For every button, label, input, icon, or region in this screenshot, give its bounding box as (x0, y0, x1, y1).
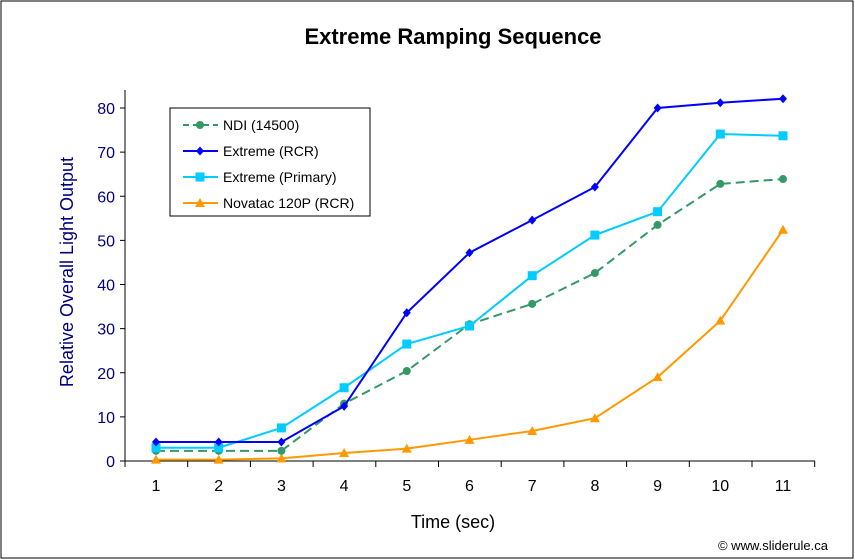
chart-title: Extreme Ramping Sequence (304, 24, 601, 49)
data-point (465, 248, 474, 258)
data-point (339, 383, 349, 393)
footer-credit: © www.sliderule.ca (718, 538, 829, 553)
data-point (653, 220, 662, 229)
data-point (589, 413, 600, 423)
series-3 (151, 224, 788, 464)
data-point (151, 454, 161, 464)
x-tick-label: 1 (152, 478, 161, 495)
data-point (779, 175, 787, 184)
data-point (778, 131, 788, 141)
legend-label: Extreme (RCR) (223, 143, 319, 159)
data-point (402, 308, 411, 318)
data-point (715, 315, 726, 325)
y-tick-label: 80 (97, 101, 115, 118)
y-axis-label: Relative Overall Light Output (57, 157, 77, 387)
x-tick-label: 8 (590, 478, 599, 495)
data-point (151, 443, 161, 453)
legend-label: NDI (14500) (223, 117, 299, 133)
data-point (527, 271, 537, 281)
data-point (213, 454, 224, 464)
x-tick-label: 10 (711, 478, 729, 495)
data-point (779, 94, 787, 104)
data-point (277, 446, 286, 455)
data-point (652, 372, 663, 382)
data-point (716, 179, 725, 188)
legend-label: Extreme (Primary) (223, 169, 337, 185)
data-point (716, 98, 725, 108)
data-point (276, 423, 286, 433)
data-point (214, 443, 224, 453)
y-tick-label: 60 (97, 189, 115, 206)
data-point (715, 129, 725, 139)
x-tick-label: 4 (340, 478, 349, 495)
y-tick-label: 20 (97, 366, 115, 383)
y-tick-label: 70 (97, 145, 115, 162)
data-point (214, 437, 223, 447)
y-tick-label: 0 (106, 454, 115, 471)
data-point (401, 443, 412, 453)
x-tick-label: 7 (528, 478, 537, 495)
data-point (339, 448, 350, 458)
data-point (464, 434, 475, 444)
data-point (152, 437, 160, 447)
x-tick-label: 9 (653, 478, 662, 495)
data-point (196, 146, 204, 156)
y-tick-label: 10 (97, 410, 115, 427)
series-2 (151, 129, 788, 453)
data-point (590, 269, 599, 278)
data-point (277, 437, 286, 447)
data-point (195, 198, 205, 207)
data-point (196, 121, 204, 129)
x-tick-label: 11 (775, 478, 792, 495)
data-point (590, 230, 600, 240)
x-tick-label: 3 (277, 478, 286, 495)
data-point (195, 172, 205, 182)
x-axis-label: Time (sec) (411, 512, 495, 532)
data-point (778, 224, 788, 234)
x-tick-label: 2 (214, 478, 223, 495)
data-point (276, 453, 287, 463)
series-1 (152, 94, 787, 447)
y-tick-label: 40 (97, 278, 115, 295)
x-tick-label: 6 (465, 478, 474, 495)
data-point (402, 366, 411, 375)
legend-label: Novatac 120P (RCR) (223, 195, 354, 211)
data-point (340, 401, 349, 411)
x-tick-label: 5 (402, 478, 411, 495)
y-tick-label: 30 (97, 322, 115, 339)
data-point (653, 207, 663, 217)
data-point (528, 299, 537, 308)
data-point (653, 103, 662, 113)
data-point (590, 182, 599, 192)
data-point (402, 339, 412, 349)
data-point (527, 425, 538, 435)
data-point (465, 321, 474, 331)
y-tick-label: 50 (97, 233, 115, 250)
data-point (528, 215, 537, 225)
